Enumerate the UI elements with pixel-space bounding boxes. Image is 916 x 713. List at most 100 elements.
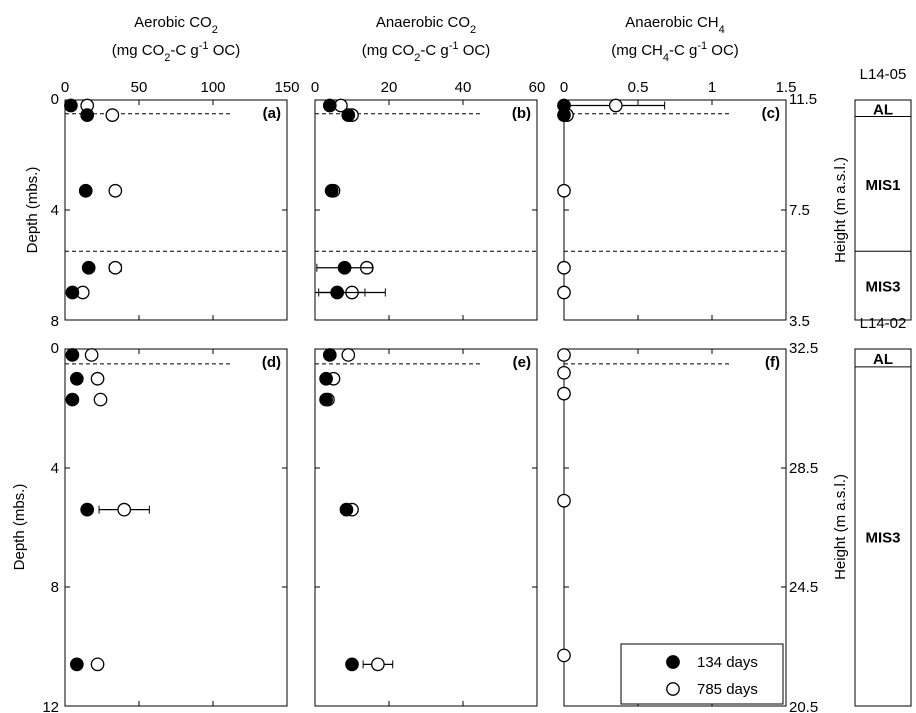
depth-axis-label-top: Depth (mbs.) xyxy=(24,167,41,254)
point-134-days xyxy=(557,108,571,122)
point-785-days xyxy=(108,183,123,198)
point-134-days xyxy=(69,371,84,386)
point-785-days xyxy=(557,260,571,275)
point-134-days xyxy=(339,502,354,517)
point-785-days xyxy=(608,98,623,113)
x-tick-label: 150 xyxy=(274,79,299,96)
x-tick-label: 0 xyxy=(560,79,568,96)
panel-label: (e) xyxy=(513,354,531,371)
strat-unit-al: AL xyxy=(873,101,893,118)
point-134-days xyxy=(78,183,93,198)
y-tick-label: 4 xyxy=(51,202,59,219)
legend-marker-filled xyxy=(666,655,680,669)
height-tick-label: 3.5 xyxy=(789,313,810,330)
column-unit: (mg CO2-C g-1 OC) xyxy=(362,40,490,64)
x-tick-label: 0 xyxy=(311,79,319,96)
point-134-days xyxy=(80,502,95,517)
height-tick-label: 7.5 xyxy=(789,202,810,219)
point-785-days xyxy=(90,657,105,672)
point-134-days xyxy=(322,98,337,113)
panel-d xyxy=(64,348,288,707)
point-134-days xyxy=(324,183,339,198)
x-tick-label: 0 xyxy=(61,79,69,96)
x-tick-label: 50 xyxy=(131,79,148,96)
panel-label: (c) xyxy=(762,105,780,122)
legend-box xyxy=(620,643,784,705)
strat-column xyxy=(854,99,912,321)
panel-label: (d) xyxy=(262,354,281,371)
legend-marker-open xyxy=(666,682,680,696)
strat-column xyxy=(854,348,912,707)
y-tick-label: 0 xyxy=(51,91,59,108)
point-134-days xyxy=(345,657,359,672)
panel-label: (f) xyxy=(765,354,780,371)
point-785-days xyxy=(84,348,99,362)
height-axis-label-top: Height (m a.s.l.) xyxy=(832,157,849,263)
panel-a xyxy=(64,98,288,321)
y-tick-label: 4 xyxy=(51,460,59,477)
panel-b xyxy=(314,98,538,321)
y-tick-label: 0 xyxy=(51,340,59,357)
column-title: Aerobic CO2 xyxy=(134,14,218,36)
panel-frame xyxy=(64,348,288,707)
point-785-days xyxy=(557,348,571,362)
core-label: L14-05 xyxy=(860,66,907,83)
height-tick-label: 28.5 xyxy=(789,460,818,477)
point-785-days xyxy=(557,365,571,380)
x-tick-label: 1 xyxy=(708,79,716,96)
point-785-days xyxy=(105,108,120,122)
depth-axis-label-bottom: Depth (mbs.) xyxy=(11,484,28,571)
point-134-days xyxy=(322,348,337,362)
point-134-days xyxy=(319,371,333,386)
strat-unit-al: AL xyxy=(873,351,893,368)
point-785-days xyxy=(90,371,105,386)
point-134-days xyxy=(65,285,80,300)
x-tick-label: 0.5 xyxy=(628,79,649,96)
column-title: Anaerobic CH4 xyxy=(625,14,725,36)
strat-unit-mis3: MIS3 xyxy=(865,529,900,546)
panel-frame xyxy=(64,99,288,321)
point-785-days xyxy=(557,648,571,663)
panel-frame xyxy=(563,99,787,321)
panel-f xyxy=(557,348,787,707)
x-tick-label: 100 xyxy=(200,79,225,96)
x-tick-label: 1.5 xyxy=(776,79,797,96)
height-axis-label-bottom: Height (m a.s.l.) xyxy=(832,474,849,580)
panel-label: (a) xyxy=(263,105,281,122)
y-tick-label: 8 xyxy=(51,313,59,330)
point-785-days xyxy=(557,183,571,198)
panel-c xyxy=(557,98,787,321)
point-134-days xyxy=(337,260,352,275)
panel-frame xyxy=(563,348,787,707)
point-134-days xyxy=(341,108,356,122)
panel-e xyxy=(314,348,538,707)
x-tick-label: 60 xyxy=(529,79,546,96)
point-134-days xyxy=(81,260,96,275)
strat-unit-mis1: MIS1 xyxy=(865,177,900,194)
point-785-days xyxy=(557,285,571,300)
point-785-days xyxy=(557,493,571,508)
column-title: Anaerobic CO2 xyxy=(376,14,476,36)
point-134-days xyxy=(80,108,95,122)
point-134-days xyxy=(319,392,333,407)
legend-label: 785 days xyxy=(697,681,758,698)
height-tick-label: 20.5 xyxy=(789,699,818,713)
panel-frame xyxy=(314,348,538,707)
height-tick-label: 11.5 xyxy=(789,91,817,108)
x-tick-label: 40 xyxy=(455,79,472,96)
point-785-days xyxy=(557,386,571,401)
column-unit: (mg CH4-C g-1 OC) xyxy=(611,40,739,64)
point-785-days xyxy=(108,260,123,275)
point-134-days xyxy=(64,98,78,113)
point-134-days xyxy=(69,657,84,672)
y-tick-label: 8 xyxy=(51,579,59,596)
point-785-days xyxy=(341,348,356,362)
point-134-days xyxy=(330,285,345,300)
strat-unit-mis3: MIS3 xyxy=(865,279,900,296)
panel-label: (b) xyxy=(512,105,531,122)
core-label: L14-02 xyxy=(860,315,907,332)
column-unit: (mg CO2-C g-1 OC) xyxy=(112,40,240,64)
height-tick-label: 24.5 xyxy=(789,579,818,596)
point-134-days xyxy=(65,392,80,407)
